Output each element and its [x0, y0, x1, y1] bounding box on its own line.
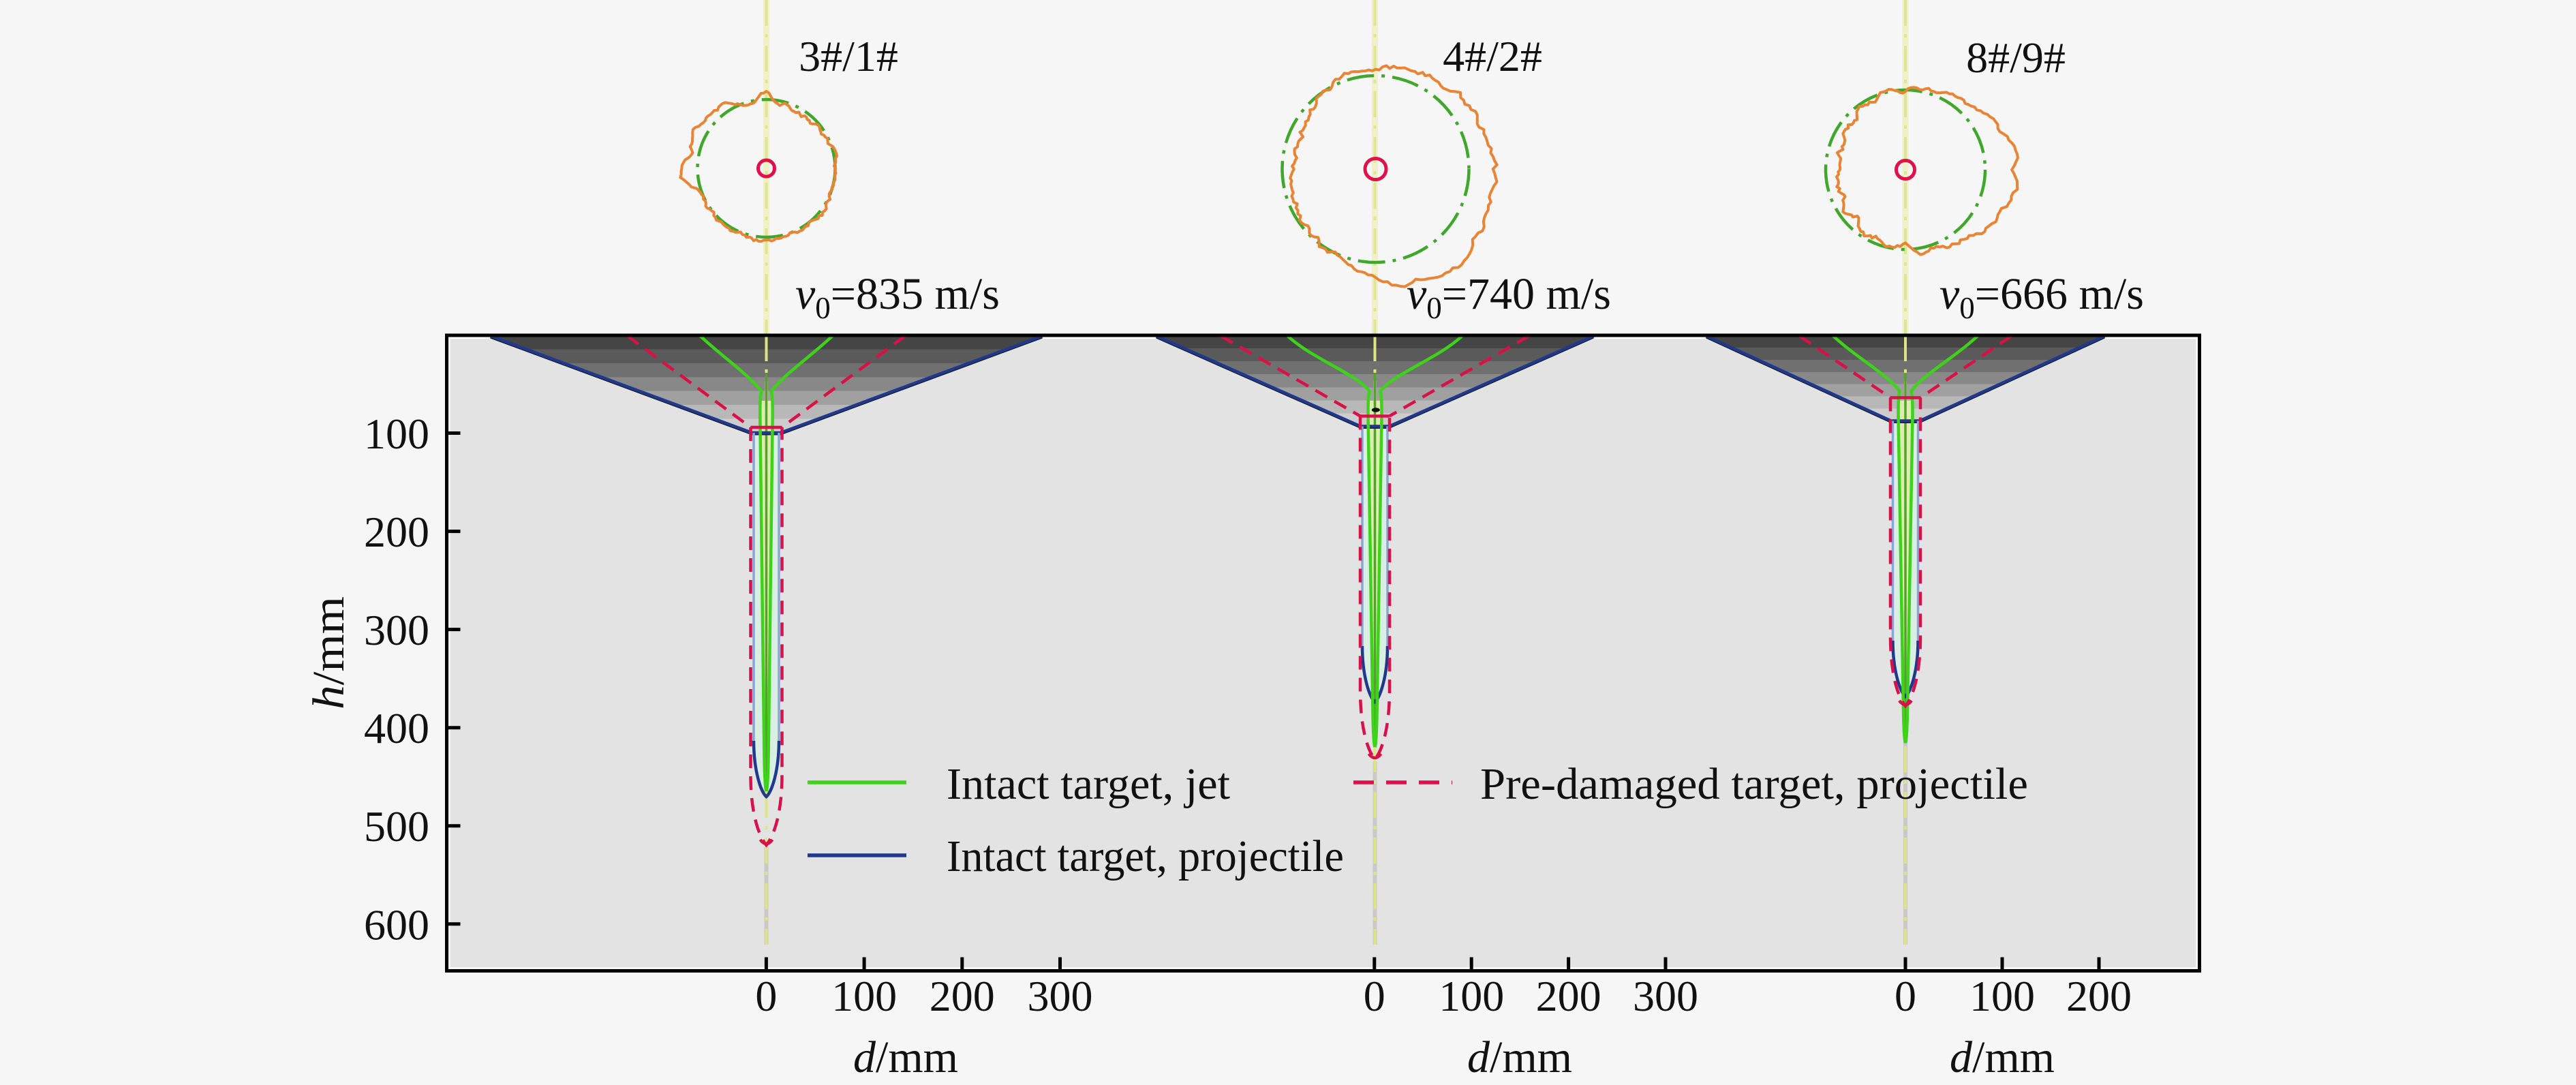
svg-text:500: 500 [364, 802, 429, 851]
svg-text:8#/9#: 8#/9# [1966, 33, 2066, 82]
svg-text:100: 100 [1439, 972, 1504, 1020]
svg-text:0: 0 [755, 972, 777, 1020]
svg-text:100: 100 [364, 410, 429, 458]
svg-text:300: 300 [1633, 972, 1698, 1020]
svg-text:0: 0 [1895, 972, 1916, 1020]
svg-text:4#/2#: 4#/2# [1443, 32, 1542, 80]
svg-text:600: 600 [364, 900, 429, 949]
svg-text:0: 0 [1364, 972, 1385, 1020]
svg-text:Pre-damaged target, projectile: Pre-damaged target, projectile [1480, 759, 2028, 809]
svg-text:100: 100 [1969, 972, 2035, 1020]
svg-text:v0=835 m/s: v0=835 m/s [795, 269, 1000, 325]
svg-text:Intact target, projectile: Intact target, projectile [947, 831, 1344, 881]
svg-text:3#/1#: 3#/1# [799, 32, 898, 80]
svg-text:v0=666 m/s: v0=666 m/s [1939, 269, 2144, 325]
svg-text:200: 200 [2066, 972, 2132, 1020]
svg-text:h/mm: h/mm [304, 596, 354, 709]
svg-text:200: 200 [1536, 972, 1601, 1020]
svg-text:d/mm: d/mm [1467, 1033, 1572, 1082]
svg-text:100: 100 [831, 972, 897, 1020]
svg-text:300: 300 [364, 606, 429, 654]
svg-text:300: 300 [1028, 972, 1093, 1020]
svg-text:Intact target, jet: Intact target, jet [947, 759, 1230, 809]
svg-text:400: 400 [364, 704, 429, 752]
svg-text:d/mm: d/mm [853, 1033, 958, 1082]
svg-text:200: 200 [930, 972, 995, 1020]
svg-text:d/mm: d/mm [1950, 1033, 2055, 1082]
svg-text:v0=740 m/s: v0=740 m/s [1407, 269, 1611, 325]
svg-text:200: 200 [364, 508, 429, 556]
